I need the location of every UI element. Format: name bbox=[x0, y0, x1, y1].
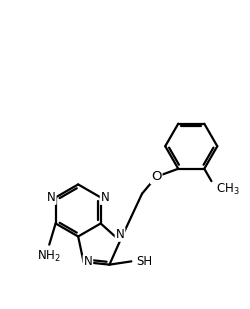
Text: O: O bbox=[151, 170, 162, 183]
Text: N: N bbox=[101, 191, 110, 204]
Text: CH$_3$: CH$_3$ bbox=[216, 182, 240, 197]
Text: NH$_2$: NH$_2$ bbox=[37, 248, 61, 264]
Text: SH: SH bbox=[136, 255, 152, 268]
Text: N: N bbox=[47, 191, 56, 204]
Text: N: N bbox=[116, 228, 124, 241]
Text: N: N bbox=[84, 256, 92, 269]
